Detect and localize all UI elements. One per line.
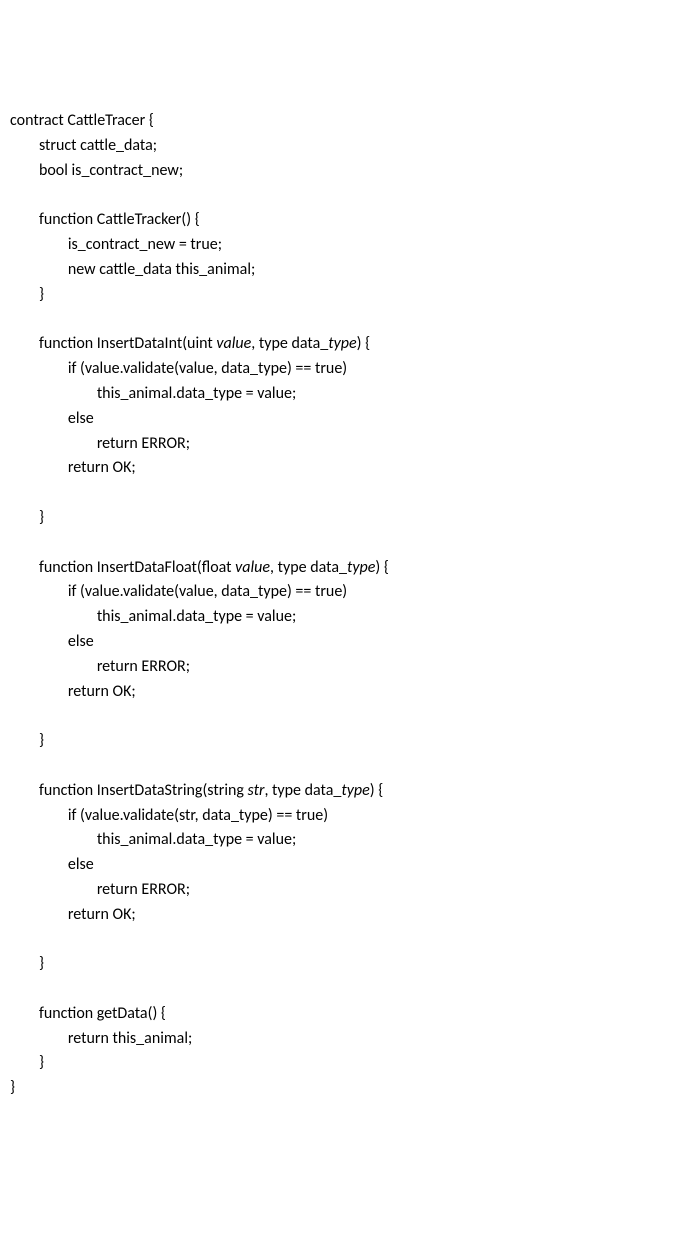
- code-token: function InsertDataInt(uint: [39, 334, 216, 353]
- code-token: type: [328, 334, 356, 353]
- code-token: ) {: [375, 558, 389, 577]
- code-token: function InsertDataString(string: [39, 781, 248, 800]
- code-line: return OK;: [10, 680, 675, 705]
- code-token: , type data_: [264, 781, 341, 800]
- code-line: }: [10, 283, 675, 308]
- code-line: bool is_contract_new;: [10, 159, 675, 184]
- code-line: if (value.validate(value, data_type) == …: [10, 357, 675, 382]
- code-line: else: [10, 630, 675, 655]
- code-line: return this_animal;: [10, 1027, 675, 1052]
- code-line: return OK;: [10, 903, 675, 928]
- code-token: value: [216, 334, 251, 353]
- code-line: }: [10, 1051, 675, 1076]
- code-line: else: [10, 853, 675, 878]
- code-line: this_animal.data_type = value;: [10, 382, 675, 407]
- code-line: function getData() {: [10, 1002, 675, 1027]
- code-line: }: [10, 729, 675, 754]
- code-line: contract CattleTracer {: [10, 109, 675, 134]
- code-line: [10, 481, 675, 506]
- code-block: contract CattleTracer { struct cattle_da…: [10, 109, 675, 1101]
- code-line: return OK;: [10, 456, 675, 481]
- code-line: return ERROR;: [10, 655, 675, 680]
- code-line: [10, 531, 675, 556]
- code-line: }: [10, 506, 675, 531]
- code-line: new cattle_data this_animal;: [10, 258, 675, 283]
- code-line: [10, 704, 675, 729]
- code-line: }: [10, 952, 675, 977]
- code-token: type: [341, 781, 369, 800]
- code-line: [10, 184, 675, 209]
- code-line: [10, 754, 675, 779]
- code-line: function InsertDataString(string str, ty…: [10, 779, 675, 804]
- code-token: , type data_: [270, 558, 347, 577]
- code-line: else: [10, 407, 675, 432]
- code-line: [10, 927, 675, 952]
- code-token: ) {: [357, 334, 371, 353]
- code-line: function CattleTracker() {: [10, 208, 675, 233]
- code-line: [10, 308, 675, 333]
- code-line: this_animal.data_type = value;: [10, 605, 675, 630]
- code-line: [10, 977, 675, 1002]
- code-line: function InsertDataInt(uint value, type …: [10, 332, 675, 357]
- code-token: type: [347, 558, 375, 577]
- code-token: str: [248, 781, 265, 800]
- code-token: ) {: [370, 781, 384, 800]
- code-token: value: [235, 558, 270, 577]
- code-line: this_animal.data_type = value;: [10, 828, 675, 853]
- code-line: }: [10, 1076, 675, 1101]
- code-line: return ERROR;: [10, 878, 675, 903]
- code-line: is_contract_new = true;: [10, 233, 675, 258]
- code-line: return ERROR;: [10, 432, 675, 457]
- code-line: struct cattle_data;: [10, 134, 675, 159]
- code-line: function InsertDataFloat(float value, ty…: [10, 556, 675, 581]
- code-line: if (value.validate(str, data_type) == tr…: [10, 804, 675, 829]
- code-line: if (value.validate(value, data_type) == …: [10, 580, 675, 605]
- code-token: , type data_: [251, 334, 328, 353]
- code-token: function InsertDataFloat(float: [39, 558, 235, 577]
